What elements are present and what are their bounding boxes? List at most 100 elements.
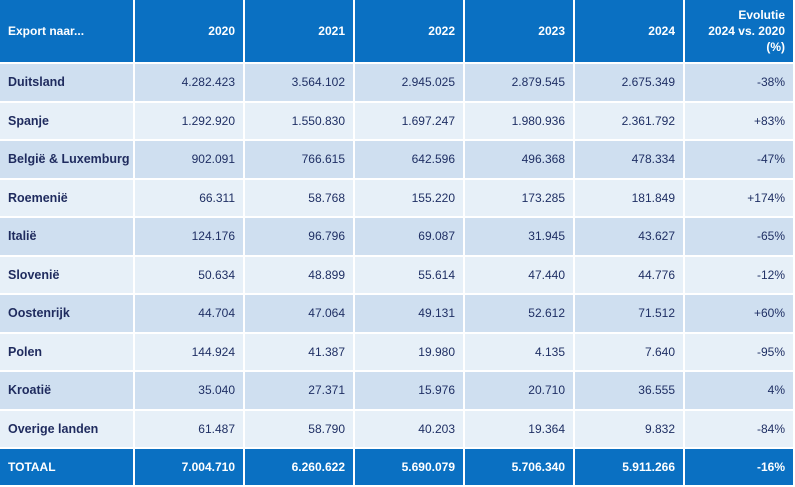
value-cell-2024: 44.776: [575, 256, 685, 295]
value-cell-2024: 478.334: [575, 141, 685, 180]
total-row: TOTAAL 7.004.710 6.260.622 5.690.079 5.7…: [0, 449, 795, 487]
value-cell-2022: 1.697.247: [355, 102, 465, 141]
total-value-2024: 5.911.266: [575, 449, 685, 487]
value-cell-2020: 44.704: [135, 295, 245, 334]
value-cell-2023: 2.879.545: [465, 64, 575, 103]
value-cell-2022: 40.203: [355, 410, 465, 449]
country-cell: Kroatië: [0, 372, 135, 411]
value-cell-2021: 58.790: [245, 410, 355, 449]
header-year-2024: 2024: [575, 0, 685, 64]
value-cell-2024: 71.512: [575, 295, 685, 334]
value-cell-2020: 902.091: [135, 141, 245, 180]
value-cell-2020: 50.634: [135, 256, 245, 295]
value-cell-2020: 144.924: [135, 333, 245, 372]
value-cell-2024: 2.675.349: [575, 64, 685, 103]
evolution-cell: -12%: [685, 256, 795, 295]
header-year-2023: 2023: [465, 0, 575, 64]
value-cell-2023: 1.980.936: [465, 102, 575, 141]
country-cell: Oostenrijk: [0, 295, 135, 334]
value-cell-2021: 58.768: [245, 179, 355, 218]
table-row: Oostenrijk 44.704 47.064 49.131 52.612 71.512…: [0, 295, 795, 334]
table-row: Duitsland 4.282.423 3.564.102 2.945.025 2.87…: [0, 64, 795, 103]
header-evolution-line-2: 2024 vs. 2020: [708, 24, 785, 38]
country-cell: Italië: [0, 218, 135, 257]
total-evolution: -16%: [685, 449, 795, 487]
value-cell-2020: 1.292.920: [135, 102, 245, 141]
header-year-2020: 2020: [135, 0, 245, 64]
value-cell-2021: 766.615: [245, 141, 355, 180]
value-cell-2020: 35.040: [135, 372, 245, 411]
value-cell-2021: 41.387: [245, 333, 355, 372]
value-cell-2022: 55.614: [355, 256, 465, 295]
table-row: Polen 144.924 41.387 19.980 4.135 7.640 -95%: [0, 333, 795, 372]
table-row: België & Luxemburg 902.091 766.615 642.596 4…: [0, 141, 795, 180]
country-cell: Polen: [0, 333, 135, 372]
evolution-cell: -65%: [685, 218, 795, 257]
table-row: Italië 124.176 96.796 69.087 31.945 43.627 -65…: [0, 218, 795, 257]
value-cell-2024: 7.640: [575, 333, 685, 372]
evolution-cell: 4%: [685, 372, 795, 411]
value-cell-2022: 155.220: [355, 179, 465, 218]
value-cell-2022: 15.976: [355, 372, 465, 411]
header-row: Export naar... 2020 2021 2022 2023 2024 …: [0, 0, 795, 64]
header-evolution-line-1: Evolutie: [738, 8, 785, 22]
value-cell-2021: 1.550.830: [245, 102, 355, 141]
value-cell-2024: 2.361.792: [575, 102, 685, 141]
value-cell-2023: 52.612: [465, 295, 575, 334]
value-cell-2021: 48.899: [245, 256, 355, 295]
value-cell-2020: 66.311: [135, 179, 245, 218]
value-cell-2022: 19.980: [355, 333, 465, 372]
value-cell-2022: 2.945.025: [355, 64, 465, 103]
country-cell: Spanje: [0, 102, 135, 141]
evolution-cell: -38%: [685, 64, 795, 103]
evolution-cell: -95%: [685, 333, 795, 372]
value-cell-2023: 31.945: [465, 218, 575, 257]
value-cell-2023: 4.135: [465, 333, 575, 372]
value-cell-2021: 47.064: [245, 295, 355, 334]
total-value-2020: 7.004.710: [135, 449, 245, 487]
value-cell-2024: 181.849: [575, 179, 685, 218]
country-cell: Slovenië: [0, 256, 135, 295]
evolution-cell: +83%: [685, 102, 795, 141]
value-cell-2024: 36.555: [575, 372, 685, 411]
value-cell-2023: 20.710: [465, 372, 575, 411]
value-cell-2022: 642.596: [355, 141, 465, 180]
value-cell-2023: 47.440: [465, 256, 575, 295]
header-evolution: Evolutie 2024 vs. 2020 (%): [685, 0, 795, 64]
table-row: Kroatië 35.040 27.371 15.976 20.710 36.555 4%: [0, 372, 795, 411]
value-cell-2023: 19.364: [465, 410, 575, 449]
country-cell: Roemenië: [0, 179, 135, 218]
value-cell-2020: 61.487: [135, 410, 245, 449]
country-cell: België & Luxemburg: [0, 141, 135, 180]
table-row: Roemenië 66.311 58.768 155.220 173.285 181.84…: [0, 179, 795, 218]
evolution-cell: -84%: [685, 410, 795, 449]
table-row: Spanje 1.292.920 1.550.830 1.697.247 1.980.9…: [0, 102, 795, 141]
table-row: Overige landen 61.487 58.790 40.203 19.364 9.…: [0, 410, 795, 449]
value-cell-2022: 69.087: [355, 218, 465, 257]
header-year-2021: 2021: [245, 0, 355, 64]
value-cell-2021: 96.796: [245, 218, 355, 257]
evolution-cell: +174%: [685, 179, 795, 218]
country-cell: Duitsland: [0, 64, 135, 103]
value-cell-2024: 9.832: [575, 410, 685, 449]
value-cell-2023: 496.368: [465, 141, 575, 180]
value-cell-2020: 124.176: [135, 218, 245, 257]
value-cell-2023: 173.285: [465, 179, 575, 218]
value-cell-2020: 4.282.423: [135, 64, 245, 103]
table-row: Slovenië 50.634 48.899 55.614 47.440 44.776 -1…: [0, 256, 795, 295]
evolution-cell: +60%: [685, 295, 795, 334]
total-label: TOTAAL: [0, 449, 135, 487]
header-year-2022: 2022: [355, 0, 465, 64]
header-country: Export naar...: [0, 0, 135, 64]
value-cell-2024: 43.627: [575, 218, 685, 257]
evolution-cell: -47%: [685, 141, 795, 180]
total-value-2023: 5.706.340: [465, 449, 575, 487]
total-value-2022: 5.690.079: [355, 449, 465, 487]
total-value-2021: 6.260.622: [245, 449, 355, 487]
country-cell: Overige landen: [0, 410, 135, 449]
table-body: Duitsland 4.282.423 3.564.102 2.945.025 2.87…: [0, 64, 795, 449]
header-evolution-line-3: (%): [766, 40, 785, 54]
value-cell-2021: 3.564.102: [245, 64, 355, 103]
value-cell-2021: 27.371: [245, 372, 355, 411]
